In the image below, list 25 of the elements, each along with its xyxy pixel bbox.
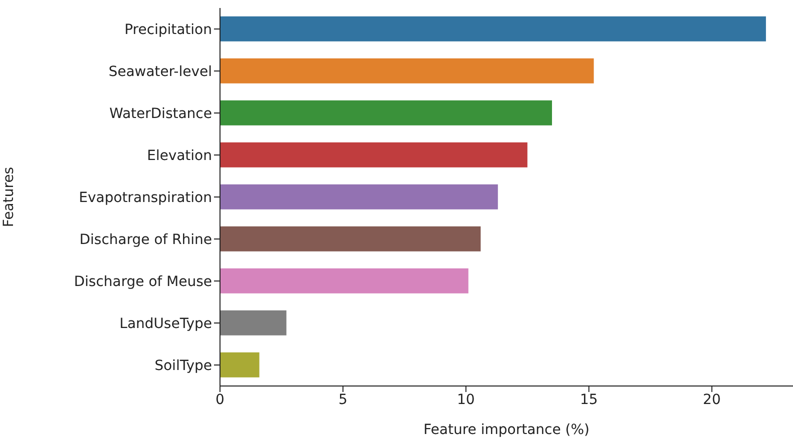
x-tick-label: 5 (338, 392, 348, 408)
y-tick-label: Discharge of Rhine (80, 232, 212, 248)
bar (220, 100, 552, 126)
x-axis-title: Feature importance (%) (423, 422, 590, 438)
x-tick-label: 20 (702, 392, 721, 408)
y-tick-label: Precipitation (124, 22, 212, 38)
y-axis-title: Features (0, 166, 17, 228)
x-tick-label: 0 (216, 392, 224, 408)
x-tick-label: 15 (580, 392, 598, 408)
bar (220, 268, 468, 294)
bar (220, 58, 594, 84)
bar (220, 352, 260, 378)
y-tick-label: WaterDistance (109, 106, 212, 122)
y-tick-label: Seawater-level (108, 64, 212, 80)
bar (220, 16, 766, 42)
bar (220, 310, 286, 336)
y-tick-label: SoilType (154, 358, 212, 374)
bar (220, 184, 498, 210)
y-tick-label: Evapotranspiration (78, 190, 212, 206)
y-tick-label: Discharge of Meuse (74, 274, 212, 290)
bar (220, 226, 481, 252)
x-tick-label: 10 (457, 392, 475, 408)
y-tick-label: Elevation (146, 148, 212, 164)
y-tick-label: LandUseType (120, 316, 212, 332)
bar (220, 142, 528, 168)
